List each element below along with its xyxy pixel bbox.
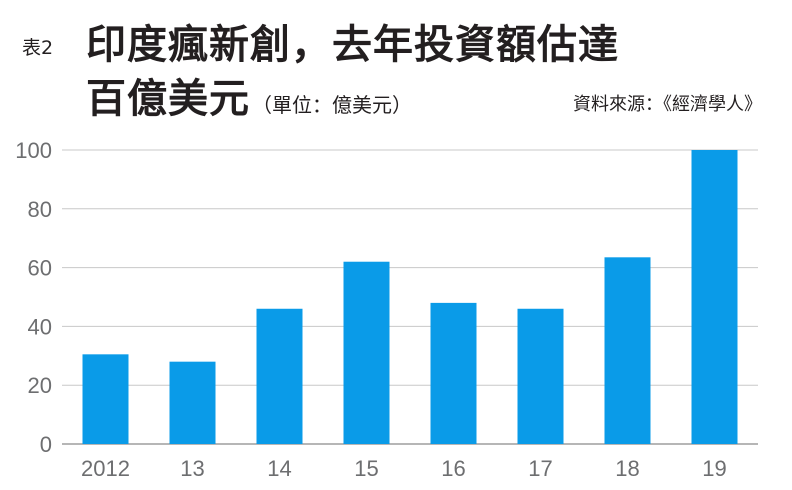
- unit-label: （單位：億美元）: [252, 93, 412, 117]
- x-tick-label: 17: [528, 456, 552, 481]
- chart-header: 表2 印度瘋新創，去年投資額估達 百億美元 （單位：億美元） 資料來源：《經濟學人…: [0, 0, 792, 130]
- figure-tag: 表2: [22, 37, 54, 59]
- y-tick-label: 40: [28, 314, 52, 339]
- bar-15: [343, 261, 390, 444]
- x-axis-ticks: 2012 13 14 15 16 17 18 19: [81, 456, 727, 481]
- bars: [82, 150, 738, 444]
- bar-14: [256, 308, 303, 444]
- x-tick-label: 14: [267, 456, 291, 481]
- y-axis-ticks: 0 20 40 60 80 100: [15, 138, 52, 457]
- x-tick-label: 2012: [81, 456, 130, 481]
- bar-18: [604, 257, 651, 444]
- bar-19: [691, 150, 738, 444]
- x-tick-label: 19: [702, 456, 726, 481]
- gridlines: [62, 149, 758, 445]
- chart-title-line2: 百億美元 （單位：億美元）: [86, 66, 412, 124]
- x-tick-label: 18: [615, 456, 639, 481]
- bar-13: [169, 361, 216, 444]
- x-tick-label: 16: [441, 456, 465, 481]
- bar-17: [517, 308, 564, 444]
- x-tick-label: 15: [354, 456, 378, 481]
- y-tick-label: 80: [28, 197, 52, 222]
- y-tick-label: 20: [28, 373, 52, 398]
- y-tick-label: 60: [28, 256, 52, 281]
- y-tick-label: 100: [15, 138, 52, 163]
- x-tick-label: 13: [180, 456, 204, 481]
- chart-title-line1: 印度瘋新創，去年投資額估達: [86, 22, 619, 68]
- chart-title-line2-text: 百億美元: [86, 76, 250, 122]
- source-label: 資料來源：《經濟學人》: [573, 94, 762, 115]
- bar-16: [430, 302, 477, 444]
- y-tick-label: 0: [40, 432, 52, 457]
- bar-2012: [82, 354, 129, 444]
